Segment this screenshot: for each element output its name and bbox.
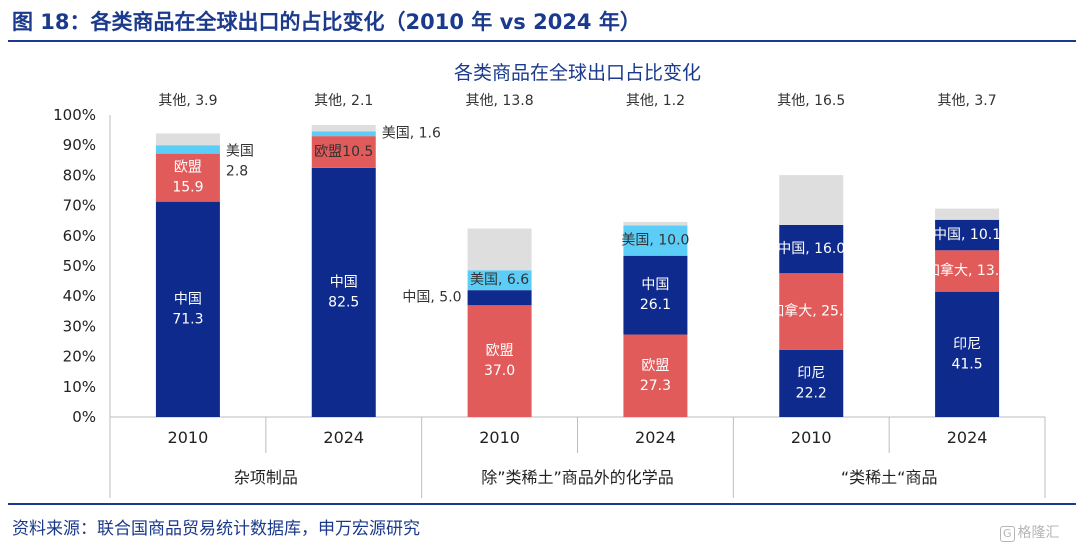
- group-label: 除”类稀土”商品外的化学品: [481, 468, 674, 487]
- y-tick-label: 70%: [63, 196, 96, 214]
- year-label: 2024: [635, 428, 676, 447]
- watermark: G 格隆汇: [1000, 522, 1060, 542]
- data-label: 美国, 10.0: [621, 233, 689, 249]
- figure-title: 图 18：各类商品在全球出口的占比变化（2010 年 vs 2024 年）: [12, 10, 641, 34]
- y-tick-label: 10%: [63, 377, 96, 395]
- bar-segment: [935, 219, 1000, 251]
- bar-segment: [935, 250, 1000, 292]
- data-label: 中国 71.3: [172, 291, 203, 327]
- data-label: 其他, 13.8: [466, 93, 534, 109]
- chart-title: 各类商品在全球出口占比变化: [454, 62, 701, 84]
- data-label: 欧盟 37.0: [484, 343, 515, 379]
- bar-segment: [155, 133, 220, 146]
- data-label: 美国, 6.6: [470, 272, 529, 288]
- y-tick-label: 0%: [72, 408, 96, 426]
- data-label: 中国, 16.0: [777, 241, 845, 257]
- footer-divider: [8, 503, 1076, 505]
- year-label: 2010: [791, 428, 832, 447]
- data-label: 其他, 3.9: [158, 93, 217, 109]
- y-tick-label: 40%: [63, 287, 96, 305]
- bar-segment: [467, 270, 532, 291]
- year-label: 2010: [168, 428, 209, 447]
- data-label: 其他, 2.1: [314, 93, 373, 109]
- data-label: 中国 82.5: [328, 274, 359, 310]
- group-label: “类稀土“商品: [841, 468, 938, 487]
- year-label: 2024: [323, 428, 364, 447]
- bar-segment: [311, 136, 376, 168]
- data-label: 加拿大, 13.7: [926, 262, 1008, 279]
- year-label: 2024: [947, 428, 988, 447]
- bar-segment: [935, 208, 1000, 220]
- bar-segment: [311, 167, 376, 417]
- bar-segment: [311, 124, 376, 132]
- title-divider: [8, 40, 1076, 42]
- bar-segment: [467, 290, 532, 306]
- bar-segment: [155, 201, 220, 417]
- watermark-text: 格隆汇: [1017, 525, 1060, 541]
- bar-segment: [467, 305, 532, 417]
- y-tick-label: 80%: [63, 166, 96, 184]
- data-label: 其他, 1.2: [626, 93, 685, 109]
- data-label: 其他, 3.7: [937, 93, 996, 109]
- y-tick-label: 100%: [53, 106, 96, 124]
- bar-segment: [935, 291, 1000, 417]
- y-tick-label: 50%: [63, 257, 96, 275]
- data-label: 中国, 5.0: [402, 290, 461, 306]
- source-note: 资料来源：联合国商品贸易统计数据库，申万宏源研究: [12, 519, 420, 539]
- data-label: 其他, 16.5: [777, 93, 845, 109]
- data-label: 中国, 10.1: [933, 227, 1001, 243]
- data-label: 欧盟 15.9: [172, 160, 203, 196]
- data-label: 中国 26.1: [640, 277, 671, 313]
- data-label: 加拿大, 25.4: [770, 303, 852, 320]
- bar-segment: [623, 255, 688, 335]
- data-label: 欧盟10.5: [314, 144, 373, 160]
- data-label: 欧盟 27.3: [640, 358, 671, 394]
- watermark-logo-icon: G: [1000, 526, 1015, 542]
- bar-segment: [155, 145, 220, 154]
- bar-segment: [311, 131, 376, 137]
- y-tick-label: 20%: [63, 347, 96, 365]
- data-label: 美国, 1.6: [382, 126, 441, 142]
- data-label: 印尼 22.2: [796, 365, 827, 401]
- bar-segment: [779, 349, 844, 417]
- bar-segment: [623, 221, 688, 226]
- data-label: 印尼 41.5: [951, 336, 982, 372]
- year-label: 2010: [479, 428, 520, 447]
- y-tick-label: 90%: [63, 136, 96, 154]
- y-tick-label: 30%: [63, 317, 96, 335]
- bar-segment: [467, 228, 532, 271]
- bar-segment: [623, 225, 688, 256]
- data-label: 美国 2.8: [226, 143, 254, 179]
- bar-segment: [779, 175, 844, 225]
- bar-segment: [779, 224, 844, 274]
- bar-segment: [155, 153, 220, 202]
- bar-segment: [623, 334, 688, 417]
- y-tick-label: 60%: [63, 226, 96, 244]
- bar-segment: [779, 273, 844, 350]
- group-label: 杂项制品: [234, 468, 298, 487]
